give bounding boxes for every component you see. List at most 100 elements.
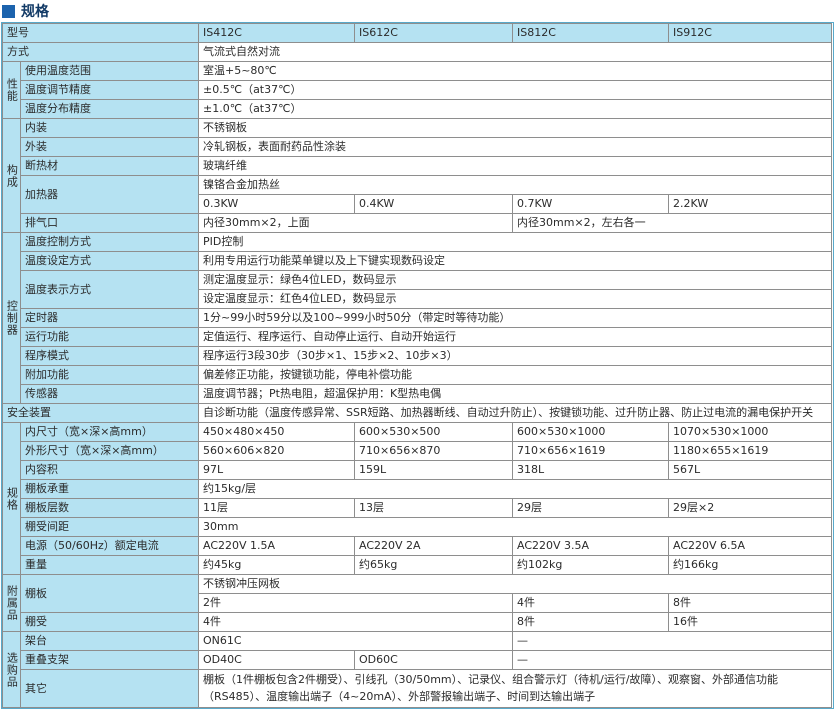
table-row: 温度设定方式 利用专用运行功能菜单键以及上下键实现数码设定 (3, 251, 832, 271)
spec-value: 设定温度显示：红色4位LED，数码显示 (198, 289, 832, 309)
spec-value: 不锈钢板 (198, 118, 832, 138)
table-row: 外装 冷轧钢板，表面耐药品性涂装 (3, 137, 832, 157)
table-row: 方式 气流式自然对流 (2, 42, 832, 62)
table-row: 棚板层数 11层 13层 29层 29层×2 (3, 498, 832, 518)
row-label: 方式 (2, 42, 199, 62)
spec-value: OD60C (354, 650, 513, 670)
row-label: 棚受 (20, 612, 199, 632)
spec-value: AC220V 6.5A (668, 536, 832, 556)
model-header: IS912C (668, 23, 832, 43)
row-label: 电源（50/60Hz）额定电流 (20, 536, 199, 556)
spec-value: AC220V 2A (354, 536, 513, 556)
spec-value: — (512, 650, 832, 670)
spec-value: 567L (668, 460, 832, 480)
spec-value: 不锈钢冲压网板 (198, 574, 832, 594)
spec-value: 11层 (198, 498, 355, 518)
spec-value: 4件 (512, 593, 669, 613)
spec-value: 600×530×1000 (512, 422, 669, 442)
group-label: 附属品 (2, 574, 21, 632)
group-label: 控制器 (2, 232, 21, 404)
spec-value: 8件 (512, 612, 669, 632)
table-row: 定时器 1分~99小时59分以及100~999小时50分（带定时等待功能） (3, 308, 832, 328)
table-row: 性能 使用温度范围 室温+5~80℃ (2, 61, 832, 119)
spec-value: 自诊断功能（温度传感异常、SSR短路、加热器断线、自动过升防止）、按键锁功能、过… (198, 403, 832, 423)
spec-value: — (512, 631, 832, 651)
spec-value: 测定温度显示：绿色4位LED，数码显示 (198, 270, 832, 290)
row-label: 其它 (20, 669, 199, 708)
spec-value: 97L (198, 460, 355, 480)
model-header: IS612C (354, 23, 513, 43)
spec-value: 30mm (198, 517, 832, 537)
table-row: 断热材 玻璃纤维 (3, 156, 832, 176)
row-label: 温度分布精度 (20, 99, 199, 119)
model-header: IS812C (512, 23, 669, 43)
row-label: 棚受间距 (20, 517, 199, 537)
row-label: 外形尺寸（宽×深×高mm） (20, 441, 199, 461)
group-label: 选购品 (2, 631, 21, 708)
row-label: 重叠支架 (20, 650, 199, 670)
table-row: 外形尺寸（宽×深×高mm） 560×606×820 710×656×870 710×6… (3, 441, 832, 461)
spec-value: 159L (354, 460, 513, 480)
spec-value: 29层 (512, 498, 669, 518)
spec-value: 内径30mm×2，上面 (198, 213, 513, 233)
spec-value: 710×656×870 (354, 441, 513, 461)
spec-value: 2件 (198, 593, 513, 613)
section-title-square-icon (2, 4, 15, 18)
table-row: 运行功能 定值运行、程序运行、自动停止运行、自动开始运行 (3, 327, 832, 347)
row-label: 外装 (20, 137, 199, 157)
row-label: 重量 (20, 555, 199, 575)
row-label: 内尺寸（宽×深×高mm） (20, 422, 199, 442)
table-row: 其它 棚板（1件棚板包含2件棚受）、引线孔（30/50mm）、记录仪、组合警示灯（… (3, 669, 832, 708)
table-row: 温度分布精度 ±1.0℃（at37℃） (3, 99, 832, 119)
spec-value: 玻璃纤维 (198, 156, 832, 176)
row-label: 内容积 (20, 460, 199, 480)
table-row: 型号 IS412C IS612C IS812C IS912C (2, 23, 832, 43)
spec-value: 利用专用运行功能菜单键以及上下键实现数码设定 (198, 251, 832, 271)
row-label: 温度调节精度 (20, 80, 199, 100)
table-row: 电源（50/60Hz）额定电流 AC220V 1.5A AC220V 2A AC220… (3, 536, 832, 556)
spec-value: AC220V 3.5A (512, 536, 669, 556)
table-row: 附加功能 偏差修正功能，按键锁功能，停电补偿功能 (3, 365, 832, 385)
spec-value: 0.4KW (354, 194, 513, 214)
model-header: IS412C (198, 23, 355, 43)
spec-value: 程序运行3段30步（30步×1、15步×2、10步×3） (198, 346, 832, 366)
spec-value: 450×480×450 (198, 422, 355, 442)
spec-value: 1180×655×1619 (668, 441, 832, 461)
spec-value: 偏差修正功能，按键锁功能，停电补偿功能 (198, 365, 832, 385)
row-label: 棚板层数 (20, 498, 199, 518)
row-label: 排气口 (20, 213, 199, 233)
row-label: 架台 (20, 631, 199, 651)
table-row: 温度表示方式 测定温度显示：绿色4位LED，数码显示 (3, 270, 832, 309)
table-row: 安全装置 自诊断功能（温度传感异常、SSR短路、加热器断线、自动过升防止）、按键锁… (2, 403, 832, 423)
table-row: 0.3KW 0.4KW 0.7KW 2.2KW (3, 194, 832, 214)
spec-value: 600×530×500 (354, 422, 513, 442)
row-label: 传感器 (20, 384, 199, 404)
spec-value: PID控制 (198, 232, 832, 252)
table-row: 构成 内装 不锈钢板 (2, 118, 832, 233)
spec-value: 13层 (354, 498, 513, 518)
spec-value: 冷轧钢板，表面耐药品性涂装 (198, 137, 832, 157)
spec-value: 710×656×1619 (512, 441, 669, 461)
spec-value: 2.2KW (668, 194, 832, 214)
table-row: 控制器 温度控制方式 PID控制 (2, 232, 832, 404)
table-row: 设定温度显示：红色4位LED，数码显示 (3, 289, 832, 309)
row-label: 运行功能 (20, 327, 199, 347)
table-row: 棚受间距 30mm (3, 517, 832, 537)
row-label: 内装 (20, 118, 199, 138)
spec-value: 约15kg/层 (198, 479, 832, 499)
spec-value: 棚板（1件棚板包含2件棚受）、引线孔（30/50mm）、记录仪、组合警示灯（待机… (198, 669, 832, 708)
table-row: 加热器 镍铬合金加热丝 (3, 175, 832, 214)
spec-value: 约166kg (668, 555, 832, 575)
spec-value: 8件 (668, 593, 832, 613)
spec-value: 约102kg (512, 555, 669, 575)
table-row: 程序模式 程序运行3段30步（30步×1、15步×2、10步×3） (3, 346, 832, 366)
spec-value: 1分~99小时59分以及100~999小时50分（带定时等待功能） (198, 308, 832, 328)
row-label: 温度控制方式 (20, 232, 199, 252)
spec-value: 温度调节器；Pt热电阻，超温保护用：K型热电偶 (198, 384, 832, 404)
group-label: 构成 (2, 118, 21, 233)
spec-value: 0.3KW (198, 194, 355, 214)
spec-value: ±1.0℃（at37℃） (198, 99, 832, 119)
spec-value: 气流式自然对流 (198, 42, 832, 62)
table-row: 重叠支架 OD40C OD60C — (3, 650, 832, 670)
spec-value: 29层×2 (668, 498, 832, 518)
